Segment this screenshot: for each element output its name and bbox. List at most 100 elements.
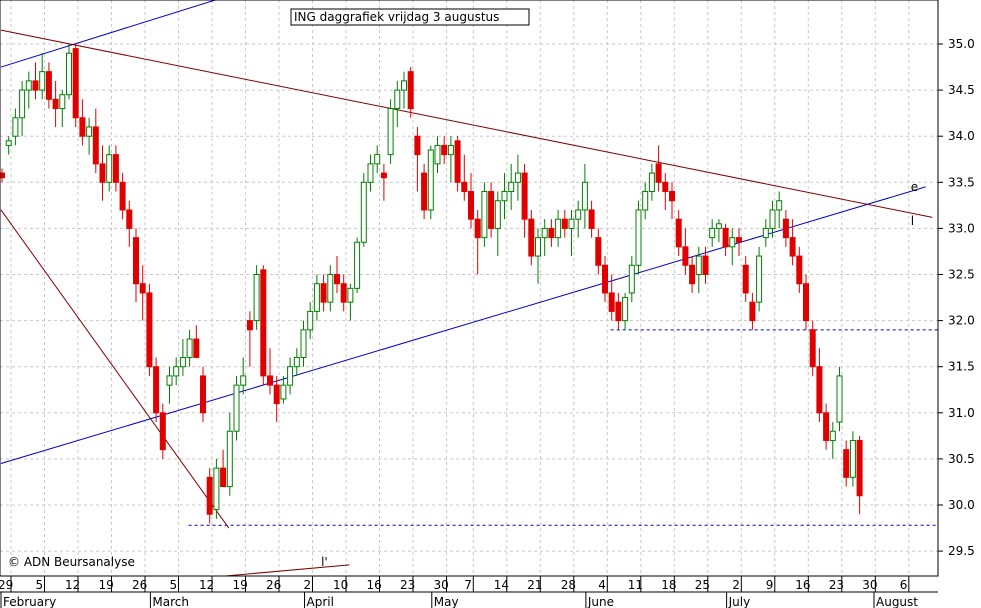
candle-body [79, 117, 86, 137]
candle [434, 136, 441, 174]
x-tick-label: 5 [36, 578, 44, 592]
candle-body [166, 375, 173, 386]
candle-body [608, 292, 615, 312]
candle-body [360, 181, 367, 243]
candle-body [260, 269, 267, 377]
grid [0, 0, 938, 576]
candle-body [528, 218, 535, 257]
candle [206, 468, 213, 524]
y-tick-label: 30.0 [948, 498, 975, 512]
candle-body [521, 172, 528, 220]
candle [608, 274, 615, 321]
candle [736, 228, 742, 257]
x-tick-label: 9 [766, 578, 774, 592]
candle-body [179, 356, 186, 368]
x-tick-label: 16 [795, 578, 810, 592]
candle-body [220, 467, 227, 488]
candle-body [588, 209, 595, 229]
candle [655, 145, 662, 192]
candle-body [334, 274, 340, 285]
candle [669, 182, 675, 220]
candle-body [675, 218, 682, 248]
candle [92, 108, 99, 174]
candle-body [548, 227, 555, 239]
candle [581, 163, 588, 229]
candle-body [461, 181, 468, 193]
candle-body [709, 227, 716, 239]
candle-body [669, 191, 675, 202]
candle [421, 163, 428, 220]
candle [179, 339, 186, 376]
candle-body [414, 135, 421, 156]
candle [407, 67, 414, 118]
candle [468, 173, 474, 229]
candle [461, 154, 468, 201]
candles [0, 44, 863, 524]
candle [528, 209, 535, 266]
candle [662, 173, 669, 210]
candle [394, 80, 401, 127]
trend-annotation: l' [321, 555, 328, 569]
candle-body [213, 467, 220, 511]
candle [729, 228, 736, 266]
candle-body [695, 255, 702, 275]
trendlines [0, 0, 938, 576]
candle-body [374, 154, 381, 165]
candle-body [575, 209, 582, 220]
candle-body [494, 200, 501, 229]
annotations: e l l' [321, 180, 918, 569]
candle [635, 200, 642, 275]
candle [387, 99, 394, 164]
candle [126, 200, 133, 247]
candle [541, 219, 548, 257]
candle [856, 435, 863, 515]
candle-body [240, 375, 247, 386]
candle [240, 357, 247, 395]
candle-body [139, 283, 146, 294]
month-label: February [3, 595, 56, 608]
candle [112, 145, 119, 192]
month-label: May [434, 595, 459, 608]
candle [521, 163, 528, 238]
candle [695, 246, 702, 293]
candle [25, 71, 32, 109]
candle [220, 449, 227, 488]
candle-body [0, 172, 5, 179]
candle-body [367, 163, 374, 183]
candle-body [756, 255, 763, 303]
candle [200, 366, 206, 423]
candle-body [782, 218, 789, 239]
candle-body [200, 375, 206, 414]
month-label: August [876, 595, 918, 608]
candle-body [488, 191, 495, 229]
candle-body [354, 241, 361, 289]
candle [642, 182, 649, 220]
candle-body [193, 338, 200, 358]
candle [709, 219, 716, 247]
trendline [0, 209, 230, 529]
candle [360, 173, 367, 247]
candle-body [829, 430, 836, 441]
plot-frame [0, 0, 939, 577]
y-axis: 29.5 30.0 30.5 31.0 31.5 32.0 32.5 33.0 33.5 34.0… [938, 37, 975, 558]
candle [313, 274, 320, 321]
candle [602, 256, 608, 303]
candle [715, 219, 722, 243]
x-tick-label: 12 [65, 578, 80, 592]
candle-body [39, 71, 46, 91]
candle-body [628, 264, 635, 294]
candle-body [742, 264, 749, 294]
candle [213, 458, 220, 519]
candle [447, 136, 454, 183]
candle [380, 163, 387, 201]
candle [769, 200, 776, 238]
candle [334, 256, 340, 293]
candle-body [769, 209, 776, 229]
candle [300, 320, 307, 367]
candle-body [749, 301, 756, 322]
candle-body [407, 71, 414, 110]
candle-body [561, 218, 568, 229]
candle-body [387, 108, 394, 156]
candle-body [5, 140, 12, 146]
